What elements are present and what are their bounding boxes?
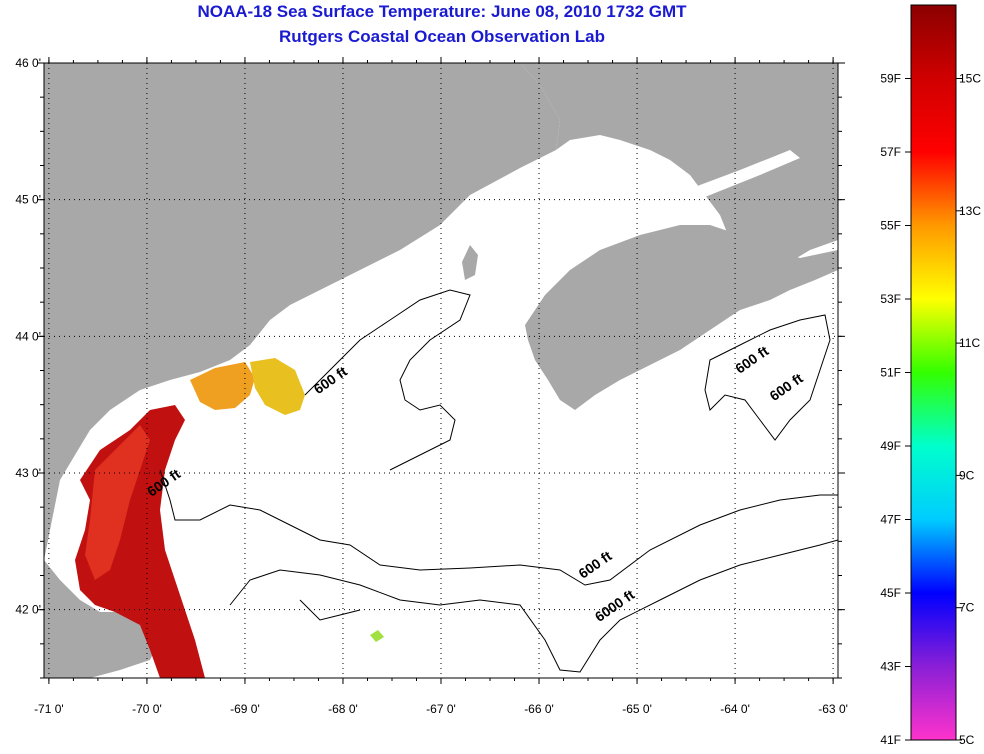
- colorbar-c-label: 7C: [959, 601, 975, 615]
- y-tick-label: 45 0': [15, 193, 41, 207]
- colorbar-fahrenheit-labels: 59F 57F 55F 53F 51F 49F 47F 45F 43F 41F: [880, 72, 901, 748]
- colorbar-c-label: 9C: [959, 468, 975, 482]
- x-tick-label: -70 0': [132, 702, 162, 716]
- bay-of-fundy: [520, 150, 800, 310]
- colorbar-f-label: 45F: [880, 586, 901, 600]
- colorbar-f-label: 49F: [880, 439, 901, 453]
- sst-patch-yellow-gulf: [250, 358, 305, 415]
- land-new-brunswick: [520, 63, 838, 270]
- colorbar-ticks: [905, 78, 962, 741]
- y-tick-label: 46 0': [15, 56, 41, 70]
- colorbar-c-label: 5C: [959, 733, 975, 747]
- colorbar-f-label: 57F: [880, 145, 901, 159]
- colorbar-f-label: 53F: [880, 292, 901, 306]
- colorbar: [910, 4, 957, 741]
- colorbar-f-label: 47F: [880, 513, 901, 527]
- y-tick-label: 42 0': [15, 603, 41, 617]
- colorbar-c-label: 11C: [959, 336, 980, 350]
- x-tick-label: -65 0': [622, 702, 652, 716]
- y-tick-label: 44 0': [15, 329, 41, 343]
- sst-patch-orange-gulf: [190, 362, 255, 410]
- x-tick-label: -64 0': [720, 702, 750, 716]
- y-tick-label: 43 0': [15, 466, 41, 480]
- land-nova-scotia: [525, 225, 838, 410]
- colorbar-c-label: 15C: [959, 72, 981, 86]
- colorbar-f-label: 43F: [880, 660, 901, 674]
- land-massachusetts: [44, 560, 160, 678]
- land-grand-manan: [462, 245, 478, 280]
- land-new-england: [44, 63, 560, 560]
- x-axis-labels: -71 0' -70 0' -69 0' -68 0' -67 0' -66 0' -65 …: [34, 702, 848, 716]
- x-tick-label: -67 0': [426, 702, 456, 716]
- colorbar-celsius-labels: 15C 13C 11C 9C 7C 5C: [959, 72, 981, 748]
- colorbar-f-label: 51F: [880, 366, 901, 380]
- sst-patch-red: [85, 425, 150, 580]
- x-tick-label: -71 0': [34, 702, 64, 716]
- colorbar-f-label: 59F: [880, 72, 901, 86]
- map-subtitle: Rutgers Coastal Ocean Observation Lab: [279, 27, 605, 46]
- bathymetry-contours: [159, 289, 838, 673]
- axis-ticks: [37, 57, 845, 684]
- x-tick-label: -68 0': [328, 702, 358, 716]
- sst-patch-green-small: [370, 630, 384, 642]
- map-title: NOAA-18 Sea Surface Temperature: June 08…: [197, 2, 687, 21]
- x-tick-label: -66 0': [524, 702, 554, 716]
- colorbar-f-label: 55F: [880, 219, 901, 233]
- colorbar-c-label: 13C: [959, 204, 981, 218]
- x-tick-label: -63 0': [818, 702, 848, 716]
- y-axis-labels: 46 0' 45 0' 44 0' 43 0' 42 0': [15, 56, 41, 617]
- x-tick-label: -69 0': [230, 702, 260, 716]
- colorbar-f-label: 41F: [880, 733, 901, 747]
